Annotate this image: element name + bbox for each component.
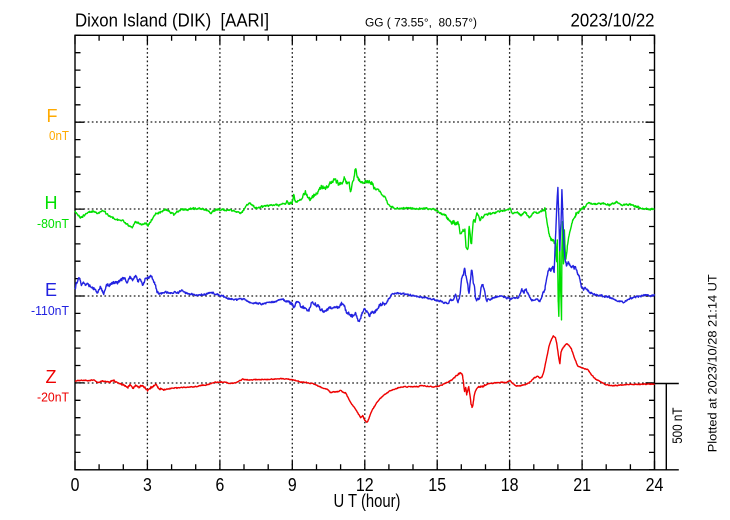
svg-text:Dixon Island (DIK) [AARI]: Dixon Island (DIK) [AARI] [75,11,269,31]
svg-text:21: 21 [573,475,591,495]
svg-text:-20nT: -20nT [37,390,69,405]
svg-text:E: E [45,280,57,300]
svg-text:-80nT: -80nT [37,216,69,231]
svg-text:9: 9 [288,475,297,495]
svg-text:12: 12 [356,475,374,495]
svg-text:15: 15 [428,475,446,495]
svg-text:U T (hour): U T (hour) [334,491,401,511]
svg-text:6: 6 [216,475,225,495]
svg-text:F: F [47,106,58,126]
svg-text:H: H [45,193,58,213]
svg-text:0nT: 0nT [49,128,69,143]
svg-text:Plotted at 2023/10/28 21:14 UT: Plotted at 2023/10/28 21:14 UT [708,274,720,452]
svg-text:GG ( 73.55°, 80.57°): GG ( 73.55°, 80.57°) [365,18,477,30]
svg-text:2023/10/22: 2023/10/22 [571,11,655,31]
svg-text:3: 3 [143,475,152,495]
svg-text:Z: Z [46,367,57,387]
svg-text:-110nT: -110nT [31,303,69,318]
svg-text:24: 24 [646,475,664,495]
svg-text:0: 0 [71,475,80,495]
svg-text:500 nT: 500 nT [669,407,685,444]
svg-text:18: 18 [501,475,519,495]
